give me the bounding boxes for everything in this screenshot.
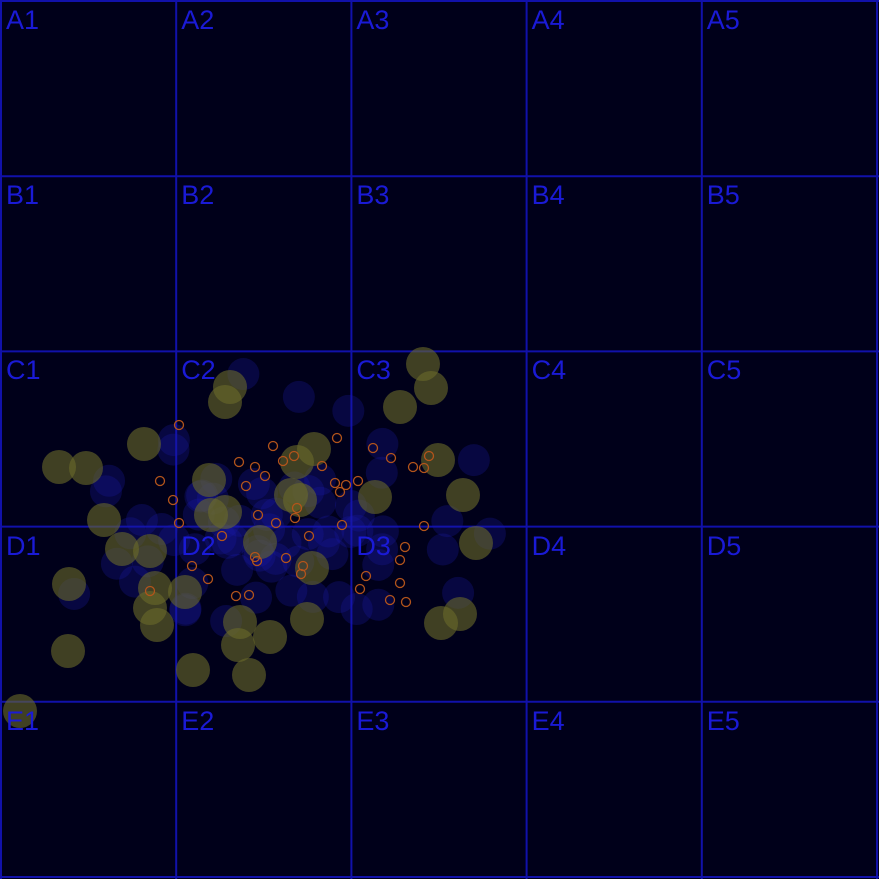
- game-board: A1 A2 A3 A4 A5 B1 B2 B3 B4 B5 C1 C2 C3 C4 C5 D1 D2 D3 D4 D5…: [0, 0, 879, 879]
- grid-lines: [0, 0, 879, 879]
